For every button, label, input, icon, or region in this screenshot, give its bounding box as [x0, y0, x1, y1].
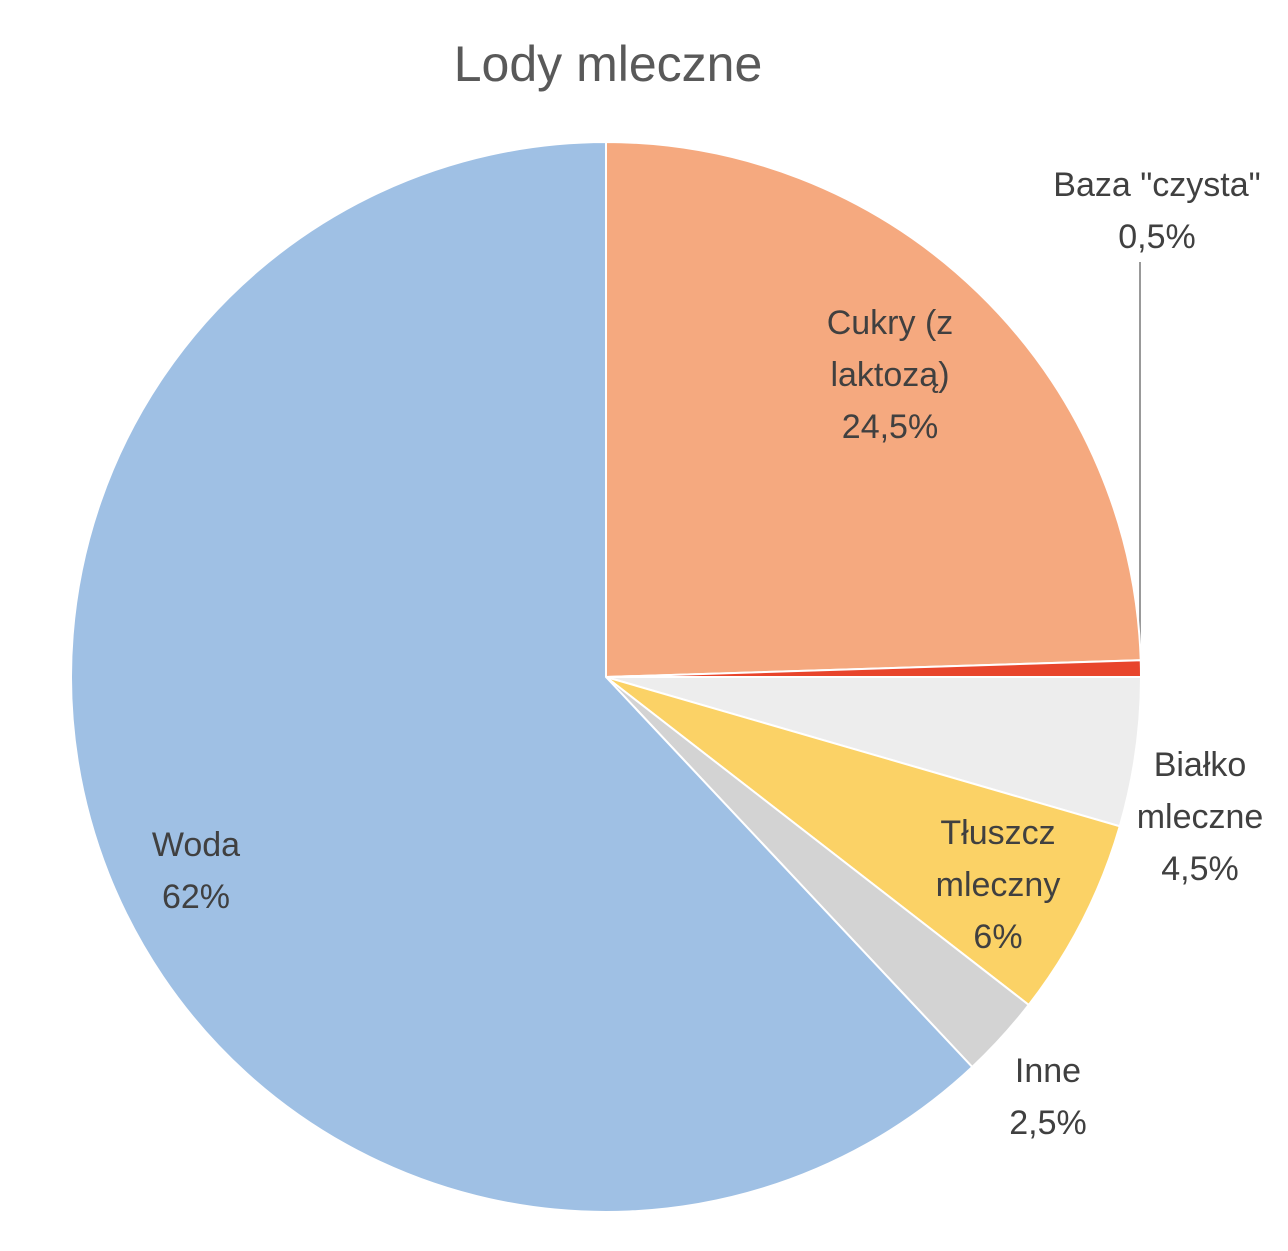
slice-label: Inne — [1015, 1052, 1081, 1090]
pie-slice — [605, 140, 1142, 679]
value-label: 24,5% — [842, 408, 938, 446]
pie-slice — [605, 676, 1121, 1007]
value-label: 6% — [973, 918, 1022, 956]
slice-label: Cukry (z laktozą) — [827, 304, 954, 394]
pie-slice — [70, 140, 974, 1213]
value-label: 0,5% — [1118, 218, 1196, 256]
slice-label: Tłuszcz mleczny — [936, 814, 1061, 904]
slice-label: Baza "czysta" — [1053, 166, 1260, 204]
slice-label: Białko mleczne — [1137, 746, 1264, 836]
value-label: 4,5% — [1161, 850, 1239, 888]
chart-title: Lody mleczne — [454, 36, 763, 92]
value-label: 62% — [162, 878, 230, 916]
value-label: 2,5% — [1009, 1104, 1087, 1142]
slice-label: Woda — [152, 826, 240, 864]
